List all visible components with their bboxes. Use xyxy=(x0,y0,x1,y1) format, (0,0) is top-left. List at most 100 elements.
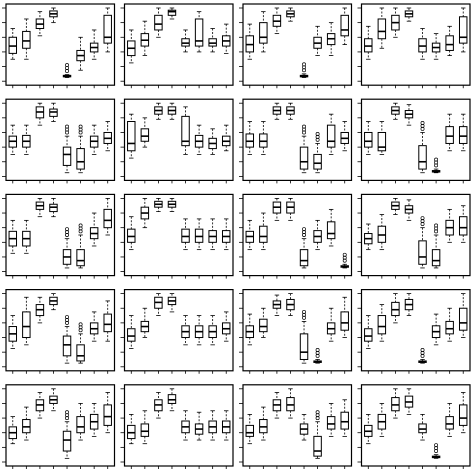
box-1 xyxy=(364,223,373,251)
box-2 xyxy=(22,124,31,155)
box-8 xyxy=(458,392,468,434)
box-8 xyxy=(103,197,112,236)
box-2 xyxy=(22,18,31,60)
iqr-box xyxy=(445,126,454,144)
panel-3 xyxy=(239,3,353,89)
panel-10 xyxy=(120,193,234,279)
box-5 xyxy=(418,216,427,269)
box-7 xyxy=(326,403,336,437)
box-4 xyxy=(167,293,177,313)
box-6 xyxy=(431,443,441,459)
box-2 xyxy=(377,214,387,251)
outlier-point xyxy=(78,322,83,327)
iqr-box xyxy=(458,307,468,331)
box-5 xyxy=(62,124,72,174)
panel-17 xyxy=(2,384,116,469)
box-7 xyxy=(208,218,217,251)
box-1 xyxy=(127,414,136,445)
box-5 xyxy=(299,124,309,174)
box-6 xyxy=(194,315,204,346)
panel-13 xyxy=(2,289,116,374)
box-2 xyxy=(22,219,31,254)
box-6 xyxy=(76,124,85,174)
outlier-point xyxy=(434,223,439,228)
box-8 xyxy=(221,124,231,152)
box-7 xyxy=(208,315,217,346)
box-3 xyxy=(154,392,163,419)
panel-frame xyxy=(242,98,353,181)
iqr-box xyxy=(458,404,468,426)
panel-frame xyxy=(5,98,116,181)
panel-1 xyxy=(2,3,116,89)
box-1 xyxy=(245,219,255,251)
box-4 xyxy=(286,102,295,120)
iqr-box xyxy=(103,313,112,333)
iqr-box xyxy=(259,318,268,333)
iqr-box xyxy=(154,14,163,31)
box-1 xyxy=(8,416,18,445)
box-2 xyxy=(377,121,387,155)
box-4 xyxy=(49,388,58,412)
iqr-box xyxy=(458,216,468,236)
box-1 xyxy=(8,219,18,254)
box-6 xyxy=(76,36,85,71)
box-8 xyxy=(221,23,231,54)
panel-frame xyxy=(123,3,234,86)
outlier-point xyxy=(420,121,425,125)
panel-5 xyxy=(2,98,116,184)
box-3 xyxy=(154,293,163,316)
box-7 xyxy=(326,208,336,247)
outlier-point xyxy=(420,216,425,221)
box-5 xyxy=(181,218,190,251)
box-4 xyxy=(49,293,58,311)
box-3 xyxy=(272,294,282,316)
panel-frame xyxy=(123,193,234,277)
box-5 xyxy=(418,121,427,174)
iqr-box xyxy=(313,153,322,170)
iqr-box xyxy=(340,411,349,430)
box-8 xyxy=(340,7,349,45)
box-8 xyxy=(458,113,468,152)
box-7 xyxy=(208,410,217,441)
iqr-box xyxy=(299,333,309,360)
box-6 xyxy=(313,348,322,364)
iqr-box xyxy=(76,249,85,267)
panel-2 xyxy=(120,3,234,89)
iqr-box xyxy=(127,328,136,342)
panel-4 xyxy=(357,3,471,89)
box-5 xyxy=(62,227,72,269)
iqr-box xyxy=(445,35,454,51)
iqr-box xyxy=(181,115,190,147)
iqr-box xyxy=(364,131,373,148)
box-6 xyxy=(313,131,322,174)
iqr-box xyxy=(62,146,72,166)
box-2 xyxy=(140,410,150,445)
iqr-box xyxy=(127,121,136,152)
iqr-box xyxy=(313,435,322,457)
iqr-box xyxy=(326,221,336,240)
box-6 xyxy=(76,322,85,364)
panel-frame xyxy=(5,193,116,277)
box-2 xyxy=(140,20,150,56)
box-7 xyxy=(89,212,99,247)
box-5 xyxy=(418,414,427,441)
box-4 xyxy=(286,388,295,419)
box-1 xyxy=(364,121,373,155)
box-6 xyxy=(313,219,322,251)
box-4 xyxy=(167,102,177,120)
panel-frame xyxy=(5,3,116,86)
panel-frame xyxy=(242,3,353,86)
box-5 xyxy=(181,106,190,155)
box-6 xyxy=(194,411,204,441)
panel-frame xyxy=(5,289,116,372)
box-3 xyxy=(35,102,45,126)
panel-6 xyxy=(120,98,234,184)
panel-19 xyxy=(239,384,353,469)
iqr-box xyxy=(458,16,468,44)
outlier-point xyxy=(302,227,306,232)
iqr-box xyxy=(431,249,441,267)
iqr-box xyxy=(326,416,336,430)
box-2 xyxy=(377,403,387,437)
box-6 xyxy=(76,403,85,441)
iqr-box xyxy=(418,240,427,265)
